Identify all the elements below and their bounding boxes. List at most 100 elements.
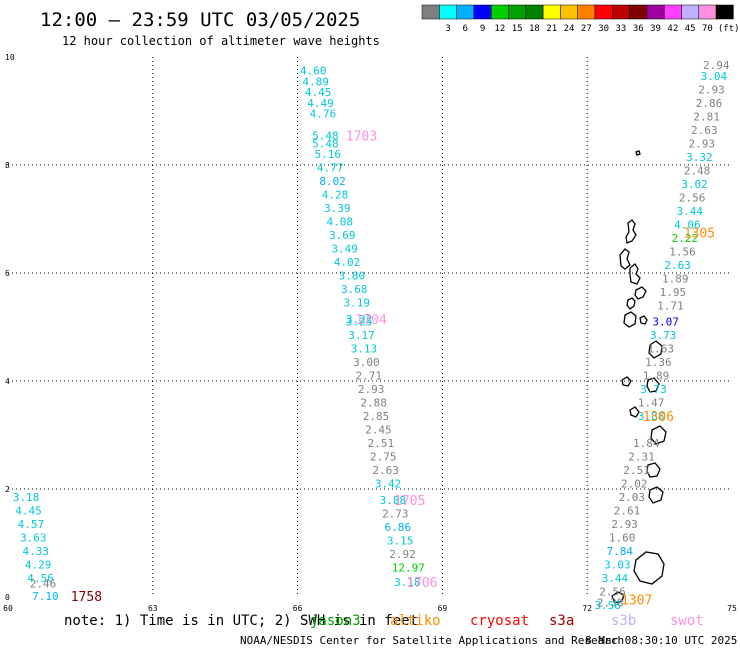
wave-height-point: 2.56 <box>599 586 626 599</box>
wave-height-point: 3.18 <box>13 491 40 504</box>
colorbar-swatch <box>508 4 527 20</box>
wave-height-point: 3.88 <box>638 410 665 423</box>
coastline-segment <box>626 297 636 310</box>
colorbar-label: 21 <box>546 24 557 34</box>
colorbar-swatch <box>421 4 440 20</box>
y-tick-label: 10 <box>5 53 15 62</box>
colorbar-label: 70 <box>702 24 713 34</box>
wave-height-point: 2.81 <box>693 110 720 123</box>
wave-height-point: 6.86 <box>384 521 411 534</box>
colorbar-swatch <box>456 4 475 20</box>
wave-height-point: 2.93 <box>698 83 725 96</box>
wave-height-point: 2.92 <box>389 548 416 561</box>
coastline-segment <box>634 286 647 300</box>
colorbar-label: 36 <box>633 24 644 34</box>
colorbar-label: 12 <box>494 24 505 34</box>
wave-height-point: 2.03 <box>619 491 646 504</box>
wave-height-point: 1.95 <box>660 286 687 299</box>
wave-height-point: 2.38 <box>597 596 624 609</box>
wave-height-point: 1.84 <box>633 437 660 450</box>
track-label: 1704 <box>356 313 387 328</box>
wave-height-point: 3.73 <box>650 329 677 342</box>
colorbar-unit: (ft) <box>718 24 740 34</box>
colorbar-label: 30 <box>598 24 609 34</box>
wave-height-point: 4.49 <box>307 97 334 110</box>
colorbar-label: 15 <box>512 24 523 34</box>
wave-height-point: 2.93 <box>611 518 638 531</box>
colorbar-swatch <box>560 4 578 20</box>
wave-height-point: 4.76 <box>310 108 337 121</box>
y-tick-label: 2 <box>5 485 10 494</box>
wave-height-point: 4.02 <box>334 256 361 269</box>
colorbar-swatch <box>490 4 509 20</box>
colorbar-swatch <box>612 4 630 20</box>
x-tick-label: 63 <box>148 604 158 613</box>
wave-height-point: 3.13 <box>351 343 378 356</box>
coastline-segment <box>611 591 625 604</box>
track-label: 1306 <box>643 410 674 425</box>
coastline-segment <box>623 311 637 328</box>
colorbar-swatch <box>715 4 734 20</box>
wave-height-point: 3.18 <box>394 576 421 589</box>
track-label: 1705 <box>394 494 425 509</box>
wave-height-point: 3.04 <box>701 70 728 83</box>
wave-height-point: 1.56 <box>669 245 696 258</box>
wave-height-point: 3.25 <box>346 316 373 329</box>
wave-height-point: 1.60 <box>609 532 636 545</box>
wave-height-point: 3.22 <box>346 313 373 326</box>
x-tick-label: 75 <box>727 604 737 613</box>
wave-height-point: 3.58 <box>594 599 621 612</box>
wave-height-point: 3.00 <box>353 356 380 369</box>
wave-height-point: 1.89 <box>643 370 670 383</box>
wave-height-point: 4.33 <box>22 545 49 558</box>
coastline-segment <box>635 150 641 156</box>
satellite-legend-item: jason3 <box>310 613 361 629</box>
wave-height-point: 2.85 <box>363 410 390 423</box>
wave-height-point: 2.48 <box>684 164 711 177</box>
coastline-segment <box>646 377 660 393</box>
wave-height-point: 7.10 <box>32 590 59 603</box>
wave-height-point: 2.93 <box>689 137 716 150</box>
wave-height-point: 2.02 <box>621 478 648 491</box>
wave-height-point: 4.77 <box>317 162 344 175</box>
wave-height-point: 2.45 <box>365 424 392 437</box>
wave-height-point: 3.44 <box>602 572 629 585</box>
colorbar-label: 27 <box>581 24 592 34</box>
wave-height-point: 4.57 <box>18 518 45 531</box>
coastline-segment <box>648 486 664 504</box>
wave-height-point: 1.36 <box>645 356 672 369</box>
wave-height-point: 5.16 <box>314 148 341 161</box>
colorbar-swatch <box>646 4 665 20</box>
legend-note: note: 1) Time is in UTC; 2) SWH is in fe… <box>64 613 418 629</box>
colorbar-label: 39 <box>650 24 661 34</box>
satellite-legend-item: swot <box>670 613 704 629</box>
colorbar: 3 6 9 12 15 18 21 24 27 30 33 36 39 42 45 70 (ft) <box>421 4 740 34</box>
colorbar-swatch <box>629 4 648 20</box>
colorbar-label: 33 <box>616 24 627 34</box>
wave-height-point: 2.71 <box>356 370 383 383</box>
colorbar-label: 9 <box>480 24 485 34</box>
coastline-segment <box>633 551 665 585</box>
chart-subtitle: 12 hour collection of altimeter wave hei… <box>62 34 380 48</box>
wave-height-point: 4.45 <box>15 505 41 518</box>
coastline-segment <box>629 406 640 418</box>
wave-height-point: 2.63 <box>372 464 399 477</box>
wave-height-point: 3.42 <box>375 478 402 491</box>
colorbar-swatch <box>698 4 717 20</box>
wave-height-point: 4.28 <box>322 189 349 202</box>
track-label: 1706 <box>406 576 437 591</box>
satellite-legend-item: cryosat <box>470 613 529 629</box>
wave-height-point: 4.06 <box>674 218 701 231</box>
wave-height-point: 3.17 <box>348 329 375 342</box>
track-label: 1703 <box>346 129 377 144</box>
wave-height-point: 3.63 <box>20 532 47 545</box>
y-tick-label: 6 <box>5 269 10 278</box>
wave-height-point: 3.80 <box>339 270 366 283</box>
x-tick-label: 72 <box>582 604 592 613</box>
wave-height-point: 2.51 <box>623 464 650 477</box>
satellite-legend: jason3 altiko cryosat s3a s3b swot <box>310 613 704 629</box>
colorbar-label: 45 <box>685 24 696 34</box>
wave-height-point: 2.63 <box>664 259 691 272</box>
wave-height-point: 2.46 <box>30 578 57 591</box>
colorbar-label: 6 <box>463 24 468 34</box>
